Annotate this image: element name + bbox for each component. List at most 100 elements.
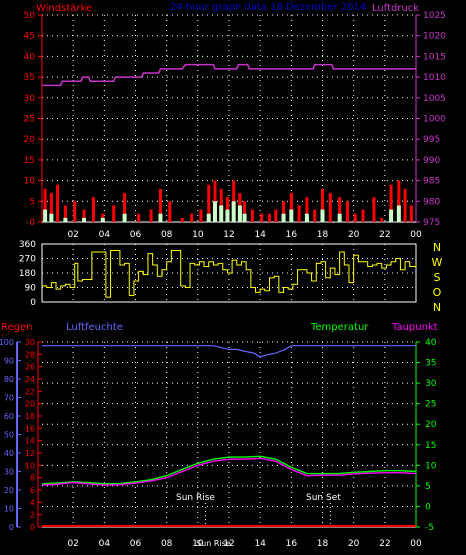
wind-gust-bar (63, 205, 67, 222)
wind-avg-bar (389, 209, 394, 222)
rain-tick-label: 20 (25, 400, 35, 409)
direction-tick-label: 180 (19, 269, 36, 279)
humidity-tick-label: 100 (0, 338, 14, 347)
wind-gust-bar (112, 205, 116, 222)
wind-gust-bar (338, 197, 342, 222)
temperature-tick-label: 25 (425, 400, 436, 410)
wind-tick-label: 40 (24, 52, 36, 62)
wind-avg-bar (304, 213, 309, 222)
time-tick-label: 16 (286, 539, 298, 549)
direction-tick-label: 0 (30, 298, 36, 308)
humidity-tick-label: 70 (4, 394, 14, 403)
wind-avg-bar (231, 201, 236, 222)
rain-label: Regen (1, 322, 33, 333)
wind-gust-bar (345, 201, 349, 222)
rain-tick-label: 18 (25, 412, 35, 421)
wind-gust-bar (190, 213, 194, 222)
temperature-tick-label: 30 (425, 379, 437, 389)
sun-set-label: Sun Set (306, 493, 341, 503)
wind-gust-bar (250, 209, 254, 222)
humidity-tick-label: 90 (4, 357, 14, 366)
wind-avg-bar (242, 213, 247, 222)
wind-gust-bar (149, 209, 153, 222)
wind-gust-bar (49, 193, 53, 222)
rain-tick-label: 26 (25, 363, 35, 372)
wind-avg-bar (158, 213, 163, 222)
wind-gust-bar (123, 193, 127, 222)
rain-tick-label: 24 (25, 375, 35, 384)
wind-avg-bar (43, 209, 48, 222)
wind-gust-bar (158, 188, 162, 222)
rain-tick-label: 28 (25, 350, 35, 359)
temperature-label: Temperatur (310, 322, 369, 333)
rain-tick-label: 16 (25, 424, 35, 433)
time-tick-label: 00 (410, 539, 422, 549)
wind-avg-bar (289, 209, 294, 222)
rain-tick-label: 14 (25, 437, 35, 446)
dewpoint-line (41, 457, 417, 486)
wind-gust-bar (321, 188, 324, 222)
pressure-tick-label: 1015 (423, 52, 446, 62)
wind-gust-bar (353, 213, 357, 222)
compass-label: O (433, 286, 442, 299)
wind-gust-bar (313, 209, 317, 222)
wind-gust-bar (297, 205, 301, 222)
rain-tick-label: 10 (25, 461, 35, 470)
temperature-tick-label: -5 (425, 523, 434, 533)
wind-gust-bar (372, 197, 376, 222)
wind-gust-bar (73, 201, 77, 222)
wind-tick-label: 0 (29, 218, 35, 228)
humidity-tick-label: 20 (4, 486, 14, 495)
wind-gust-bar (260, 213, 264, 222)
compass-label: N (433, 241, 441, 254)
wind-avg-bar (82, 217, 87, 222)
wind-gust-bar (274, 209, 278, 222)
time-tick-label: 06 (130, 539, 142, 549)
wind-gust-bar (180, 217, 184, 222)
wind-avg-bar (225, 209, 230, 222)
pressure-tick-label: 1020 (423, 32, 446, 42)
humidity-line (42, 345, 416, 358)
time-tick-label: 06 (130, 230, 142, 240)
temperature-tick-label: 5 (425, 482, 431, 492)
time-tick-label: 22 (379, 539, 390, 549)
wind-gust-bar (361, 209, 365, 222)
pressure-tick-label: 985 (423, 177, 440, 187)
time-tick-label: 18 (317, 539, 329, 549)
plot-frame (41, 243, 417, 303)
time-tick-label: 10 (192, 539, 204, 549)
time-tick-label: 08 (161, 230, 173, 240)
direction-tick-label: 360 (19, 240, 36, 250)
chart-title: 24 hour graph data 18 Dezember 2014 (170, 2, 366, 13)
wind-avg-bar (122, 213, 127, 222)
humidity-tick-label: 60 (4, 412, 14, 421)
wind-gust-bar (56, 184, 60, 222)
wind-avg-bar (100, 217, 105, 222)
time-tick-label: 12 (223, 539, 234, 549)
wind-avg-bar (320, 209, 325, 222)
pressure-tick-label: 995 (423, 135, 440, 145)
wind-gust-bar (397, 180, 401, 222)
wind-pressure-panel: 0510152025303540455097598098599099510001… (24, 11, 447, 240)
wind-tick-label: 45 (24, 32, 35, 42)
rain-tick-label: 0 (30, 523, 35, 532)
wind-tick-label: 5 (29, 197, 35, 207)
temperature-tick-label: 20 (425, 420, 437, 430)
humidity-tick-label: 50 (4, 431, 14, 440)
time-tick-label: 14 (254, 230, 266, 240)
time-tick-label: 02 (67, 539, 78, 549)
wind-direction-line (42, 249, 417, 298)
direction-tick-label: 270 (19, 255, 36, 265)
temperature-tick-label: 35 (425, 359, 436, 369)
pressure-axis-label: Luftdruck (372, 3, 419, 14)
sun-rise-label: Sun Rise (176, 493, 215, 503)
wind-gust-bar (380, 217, 384, 222)
time-tick-label: 20 (348, 230, 360, 240)
wind-gust-bar (389, 184, 393, 222)
pressure-tick-label: 990 (423, 156, 440, 166)
wind-avg-bar (219, 205, 224, 222)
humidity-label: Luftfeuchte (66, 322, 123, 333)
time-tick-label: 16 (286, 230, 298, 240)
